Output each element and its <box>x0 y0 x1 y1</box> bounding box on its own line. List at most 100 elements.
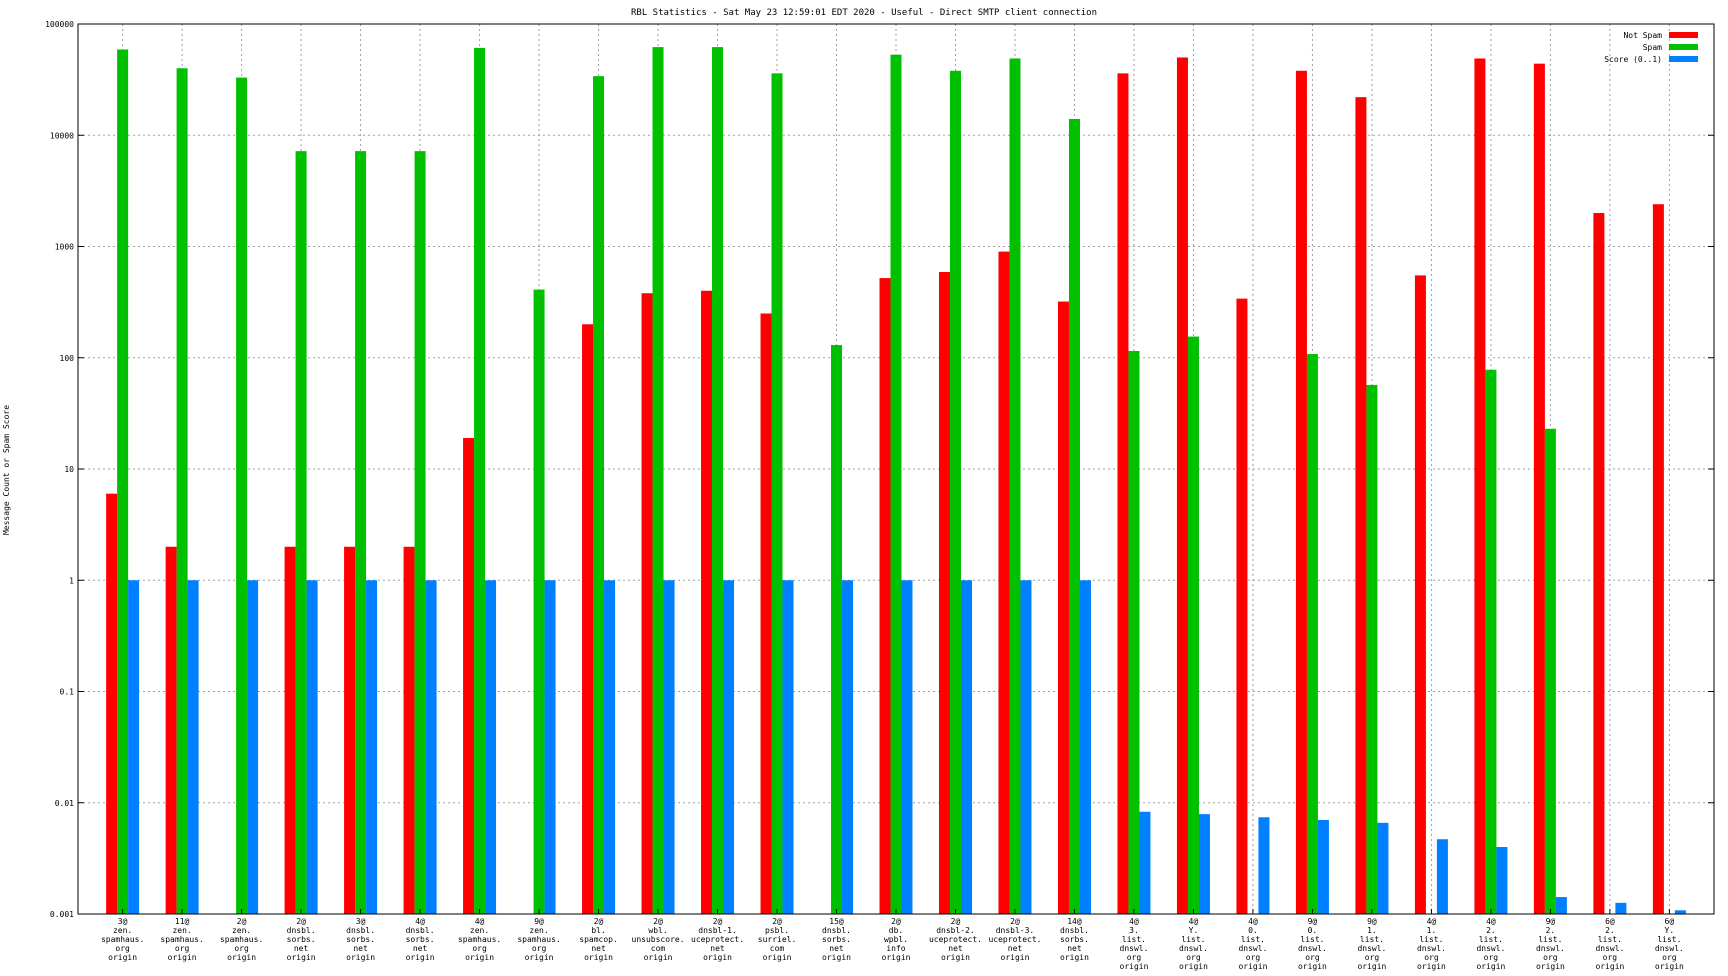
x-tick-label: uceprotect. <box>988 935 1041 944</box>
x-tick-label: 9@ <box>1367 917 1377 926</box>
bar-score-0-1 <box>1674 910 1686 914</box>
x-tick-label: 3. <box>1129 926 1139 935</box>
bar-score-0-1 <box>1317 819 1329 914</box>
x-tick-label: org <box>1305 953 1320 962</box>
x-tick-label: net <box>948 944 963 953</box>
x-tick-label: org <box>1484 953 1499 962</box>
bar-spam <box>593 76 605 914</box>
bar-not-spam <box>1474 58 1486 914</box>
x-tick-label: org <box>1365 953 1380 962</box>
bar-not-spam <box>344 546 356 914</box>
x-tick-label: 11@ <box>175 917 190 926</box>
legend-swatch <box>1669 32 1698 38</box>
x-tick-label: 2@ <box>891 917 901 926</box>
bar-not-spam <box>463 437 475 914</box>
x-tick-label: origin <box>1060 953 1089 962</box>
bar-not-spam <box>1117 73 1129 915</box>
x-tick-label: origin <box>882 953 911 962</box>
x-tick-label: net <box>413 944 428 953</box>
x-tick-label: bl. <box>591 926 605 935</box>
x-tick-label: org <box>1127 953 1142 962</box>
x-tick-label: 2@ <box>653 917 663 926</box>
x-tick-label: 4@ <box>1486 917 1496 926</box>
x-tick-label: unsubscore. <box>632 935 685 944</box>
bar-not-spam <box>403 546 415 914</box>
x-tick-label: org <box>1246 953 1261 962</box>
x-tick-label: spamhaus. <box>517 935 560 944</box>
bar-not-spam <box>1414 275 1426 914</box>
x-tick-label: list. <box>1598 935 1622 944</box>
x-tick-label: 9@ <box>534 917 544 926</box>
y-tick-label: 1 <box>69 576 74 585</box>
bar-score-0-1 <box>663 580 675 914</box>
x-tick-label: org <box>1424 953 1439 962</box>
x-tick-labels: 3@zen.spamhaus.orgorigin11@zen.spamhaus.… <box>101 917 1684 971</box>
x-tick-label: origin <box>644 953 673 962</box>
y-tick-label: 0.001 <box>50 910 74 919</box>
legend-swatch <box>1669 44 1698 50</box>
x-tick-label: 4@ <box>1129 917 1139 926</box>
x-tick-label: 14@ <box>1067 917 1082 926</box>
x-tick-label: origin <box>703 953 732 962</box>
bar-not-spam <box>1057 301 1069 914</box>
x-tick-label: origin <box>1179 962 1208 971</box>
bar-spam <box>712 47 724 914</box>
y-tick-label: 10000 <box>50 131 74 140</box>
x-tick-label: origin <box>1476 962 1505 971</box>
bar-not-spam <box>701 290 713 914</box>
x-tick-label: org <box>115 944 130 953</box>
legend: Not Spam Spam Score (0..1) <box>1604 31 1698 64</box>
x-tick-label: 2@ <box>237 917 247 926</box>
x-tick-label: origin <box>1357 962 1386 971</box>
bar-score-0-1 <box>782 580 794 914</box>
x-tick-label: uceprotect. <box>929 935 982 944</box>
x-tick-label: list. <box>1538 935 1562 944</box>
y-tick-label: 10 <box>64 465 74 474</box>
x-tick-label: list. <box>1181 935 1205 944</box>
bar-score-0-1 <box>485 580 497 914</box>
bar-not-spam <box>998 251 1010 914</box>
x-tick-label: db. <box>889 926 903 935</box>
bars <box>106 47 1686 915</box>
x-tick-label: spamhaus. <box>160 935 203 944</box>
x-tick-label: dnsbl-2. <box>936 926 975 935</box>
bar-score-0-1 <box>247 580 259 914</box>
bar-spam <box>949 70 961 914</box>
x-tick-label: 9@ <box>1308 917 1318 926</box>
x-tick-label: org <box>234 944 249 953</box>
bar-not-spam <box>641 293 653 914</box>
x-tick-label: origin <box>346 953 375 962</box>
bar-spam <box>1128 350 1140 914</box>
x-tick-label: origin <box>1655 962 1684 971</box>
x-tick-label: 9@ <box>1546 917 1556 926</box>
x-tick-label: 4@ <box>475 917 485 926</box>
x-tick-label: info <box>886 944 905 953</box>
x-tick-label: spamcop. <box>579 935 618 944</box>
x-tick-label: origin <box>941 953 970 962</box>
x-tick-label: zen. <box>470 926 489 935</box>
bar-spam <box>890 54 902 914</box>
legend-swatch <box>1669 56 1698 62</box>
bar-spam <box>117 49 129 914</box>
x-tick-label: dnswl. <box>1120 944 1149 953</box>
bar-score-0-1 <box>1496 847 1508 914</box>
x-tick-label: origin <box>1298 962 1327 971</box>
bar-score-0-1 <box>1258 817 1270 914</box>
x-tick-label: origin <box>465 953 494 962</box>
x-tick-label: 4@ <box>1427 917 1437 926</box>
legend-label: Score (0..1) <box>1604 55 1662 64</box>
x-tick-label: dnswl. <box>1417 944 1446 953</box>
x-tick-label: dnsbl-3. <box>996 926 1035 935</box>
bar-spam <box>474 47 486 914</box>
x-tick-label: list. <box>1479 935 1503 944</box>
bar-spam <box>1009 58 1021 914</box>
x-tick-label: sorbs. <box>822 935 851 944</box>
x-tick-label: 0. <box>1308 926 1318 935</box>
x-tick-label: dnsbl. <box>406 926 435 935</box>
x-tick-label: 1. <box>1427 926 1437 935</box>
x-tick-label: origin <box>1120 962 1149 971</box>
x-tick-label: org <box>1662 953 1677 962</box>
x-tick-label: Y. <box>1189 926 1199 935</box>
x-tick-label: net <box>591 944 606 953</box>
bar-not-spam <box>106 493 118 914</box>
